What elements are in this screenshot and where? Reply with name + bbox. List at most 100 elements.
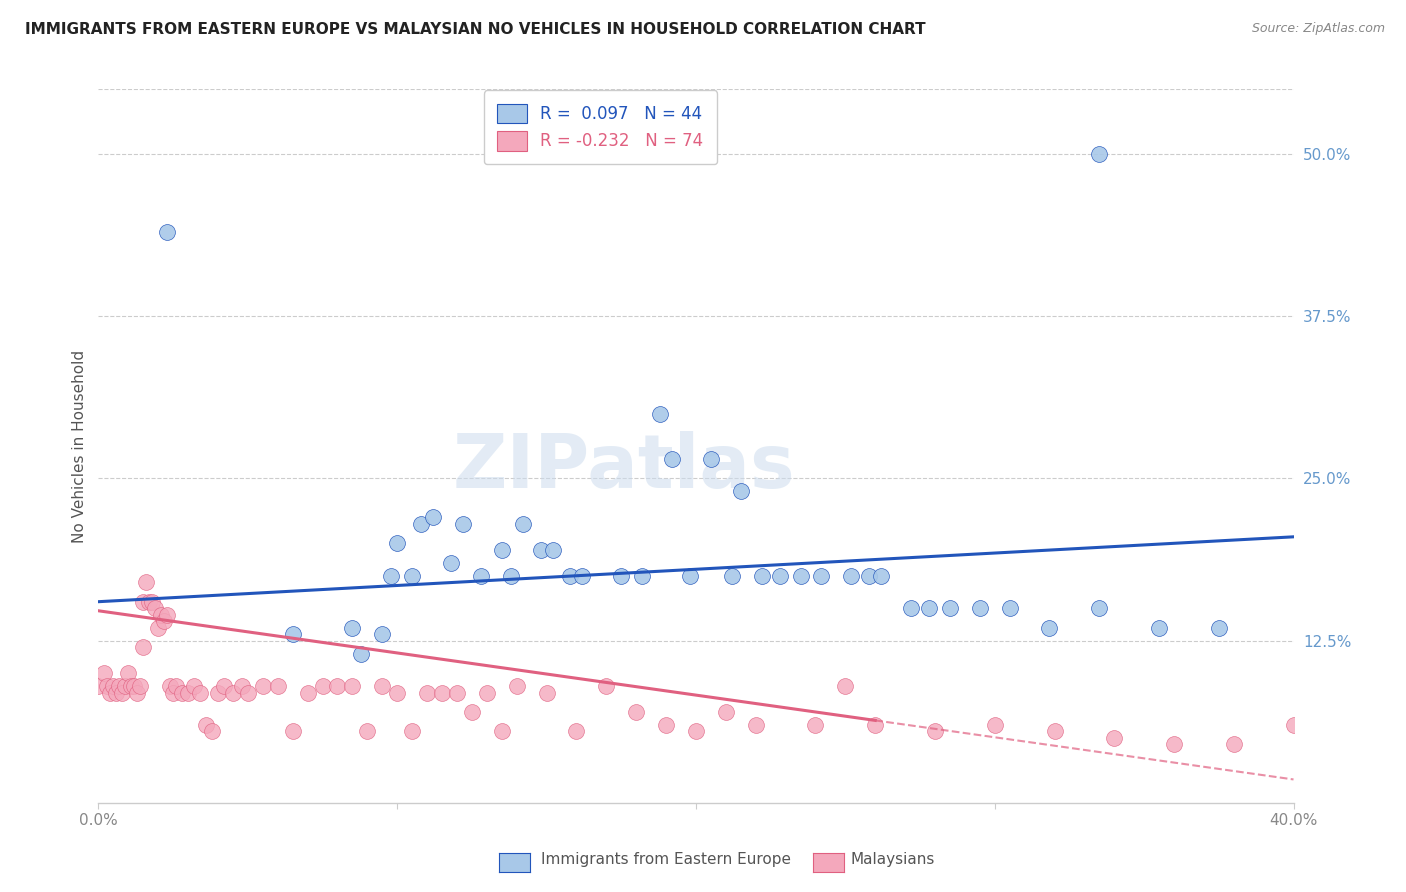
Point — [721, 568, 744, 582]
Point — [120, 679, 142, 693]
Point — [114, 679, 136, 693]
Point — [939, 601, 962, 615]
Point — [385, 536, 409, 550]
Point — [111, 685, 134, 699]
Point — [1104, 731, 1126, 745]
Point — [148, 621, 170, 635]
Point — [470, 568, 492, 582]
Point — [595, 679, 617, 693]
Point — [461, 705, 484, 719]
Point — [491, 542, 513, 557]
Text: IMMIGRANTS FROM EASTERN EUROPE VS MALAYSIAN NO VEHICLES IN HOUSEHOLD CORRELATION: IMMIGRANTS FROM EASTERN EUROPE VS MALAYS… — [25, 22, 927, 37]
Point — [530, 542, 553, 557]
Point — [491, 724, 513, 739]
Point — [195, 718, 218, 732]
Point — [162, 685, 184, 699]
Point — [297, 685, 319, 699]
Point — [156, 225, 179, 239]
Point — [730, 484, 752, 499]
Point — [212, 679, 235, 693]
Point — [267, 679, 290, 693]
Point — [132, 595, 155, 609]
Point — [98, 685, 122, 699]
Point — [356, 724, 378, 739]
Point — [153, 614, 176, 628]
Y-axis label: No Vehicles in Household: No Vehicles in Household — [72, 350, 87, 542]
Point — [679, 568, 702, 582]
Point — [127, 685, 149, 699]
Point — [401, 568, 423, 582]
Point — [141, 595, 163, 609]
Point — [1223, 738, 1246, 752]
Point — [918, 601, 941, 615]
Point — [422, 510, 444, 524]
Point — [984, 718, 1007, 732]
Point — [124, 679, 146, 693]
Point — [159, 679, 181, 693]
Point — [96, 679, 118, 693]
Text: Malaysians: Malaysians — [851, 852, 935, 867]
Point — [969, 601, 991, 615]
Text: Immigrants from Eastern Europe: Immigrants from Eastern Europe — [541, 852, 792, 867]
Point — [865, 718, 887, 732]
Point — [430, 685, 453, 699]
Point — [1088, 601, 1111, 615]
Point — [536, 685, 558, 699]
Point — [117, 666, 139, 681]
Point — [834, 679, 856, 693]
Point — [138, 595, 160, 609]
Point — [135, 575, 157, 590]
Point — [769, 568, 792, 582]
Point — [105, 685, 128, 699]
Point — [1147, 621, 1170, 635]
Point — [804, 718, 827, 732]
Legend: R =  0.097   N = 44, R = -0.232   N = 74: R = 0.097 N = 44, R = -0.232 N = 74 — [484, 90, 717, 164]
Point — [1038, 621, 1060, 635]
Point — [172, 685, 194, 699]
Point — [326, 679, 349, 693]
Point — [506, 679, 529, 693]
Point — [281, 724, 304, 739]
Point — [685, 724, 707, 739]
Point — [661, 452, 683, 467]
Point — [1163, 738, 1185, 752]
Point — [93, 666, 115, 681]
Point — [631, 568, 654, 582]
Point — [231, 679, 253, 693]
Point — [789, 568, 811, 582]
Point — [342, 679, 364, 693]
Point — [451, 516, 474, 531]
Point — [416, 685, 439, 699]
Text: Source: ZipAtlas.com: Source: ZipAtlas.com — [1251, 22, 1385, 36]
Point — [129, 679, 152, 693]
Point — [571, 568, 593, 582]
Point — [714, 705, 737, 719]
Point — [342, 621, 364, 635]
Point — [810, 568, 832, 582]
Point — [745, 718, 768, 732]
Point — [177, 685, 200, 699]
Point — [1208, 621, 1230, 635]
Point — [870, 568, 893, 582]
Point — [371, 679, 394, 693]
Point — [998, 601, 1021, 615]
Point — [188, 685, 211, 699]
Point — [87, 679, 110, 693]
Point — [655, 718, 678, 732]
Point — [1088, 147, 1111, 161]
Point — [751, 568, 773, 582]
Point — [924, 724, 946, 739]
Point — [700, 452, 723, 467]
Point — [380, 568, 402, 582]
Point — [475, 685, 498, 699]
Point — [103, 679, 125, 693]
Point — [610, 568, 633, 582]
Point — [183, 679, 205, 693]
Point — [626, 705, 648, 719]
Point — [401, 724, 423, 739]
Point — [236, 685, 259, 699]
Point — [541, 542, 564, 557]
Point — [165, 679, 187, 693]
Point — [222, 685, 245, 699]
Point — [311, 679, 333, 693]
